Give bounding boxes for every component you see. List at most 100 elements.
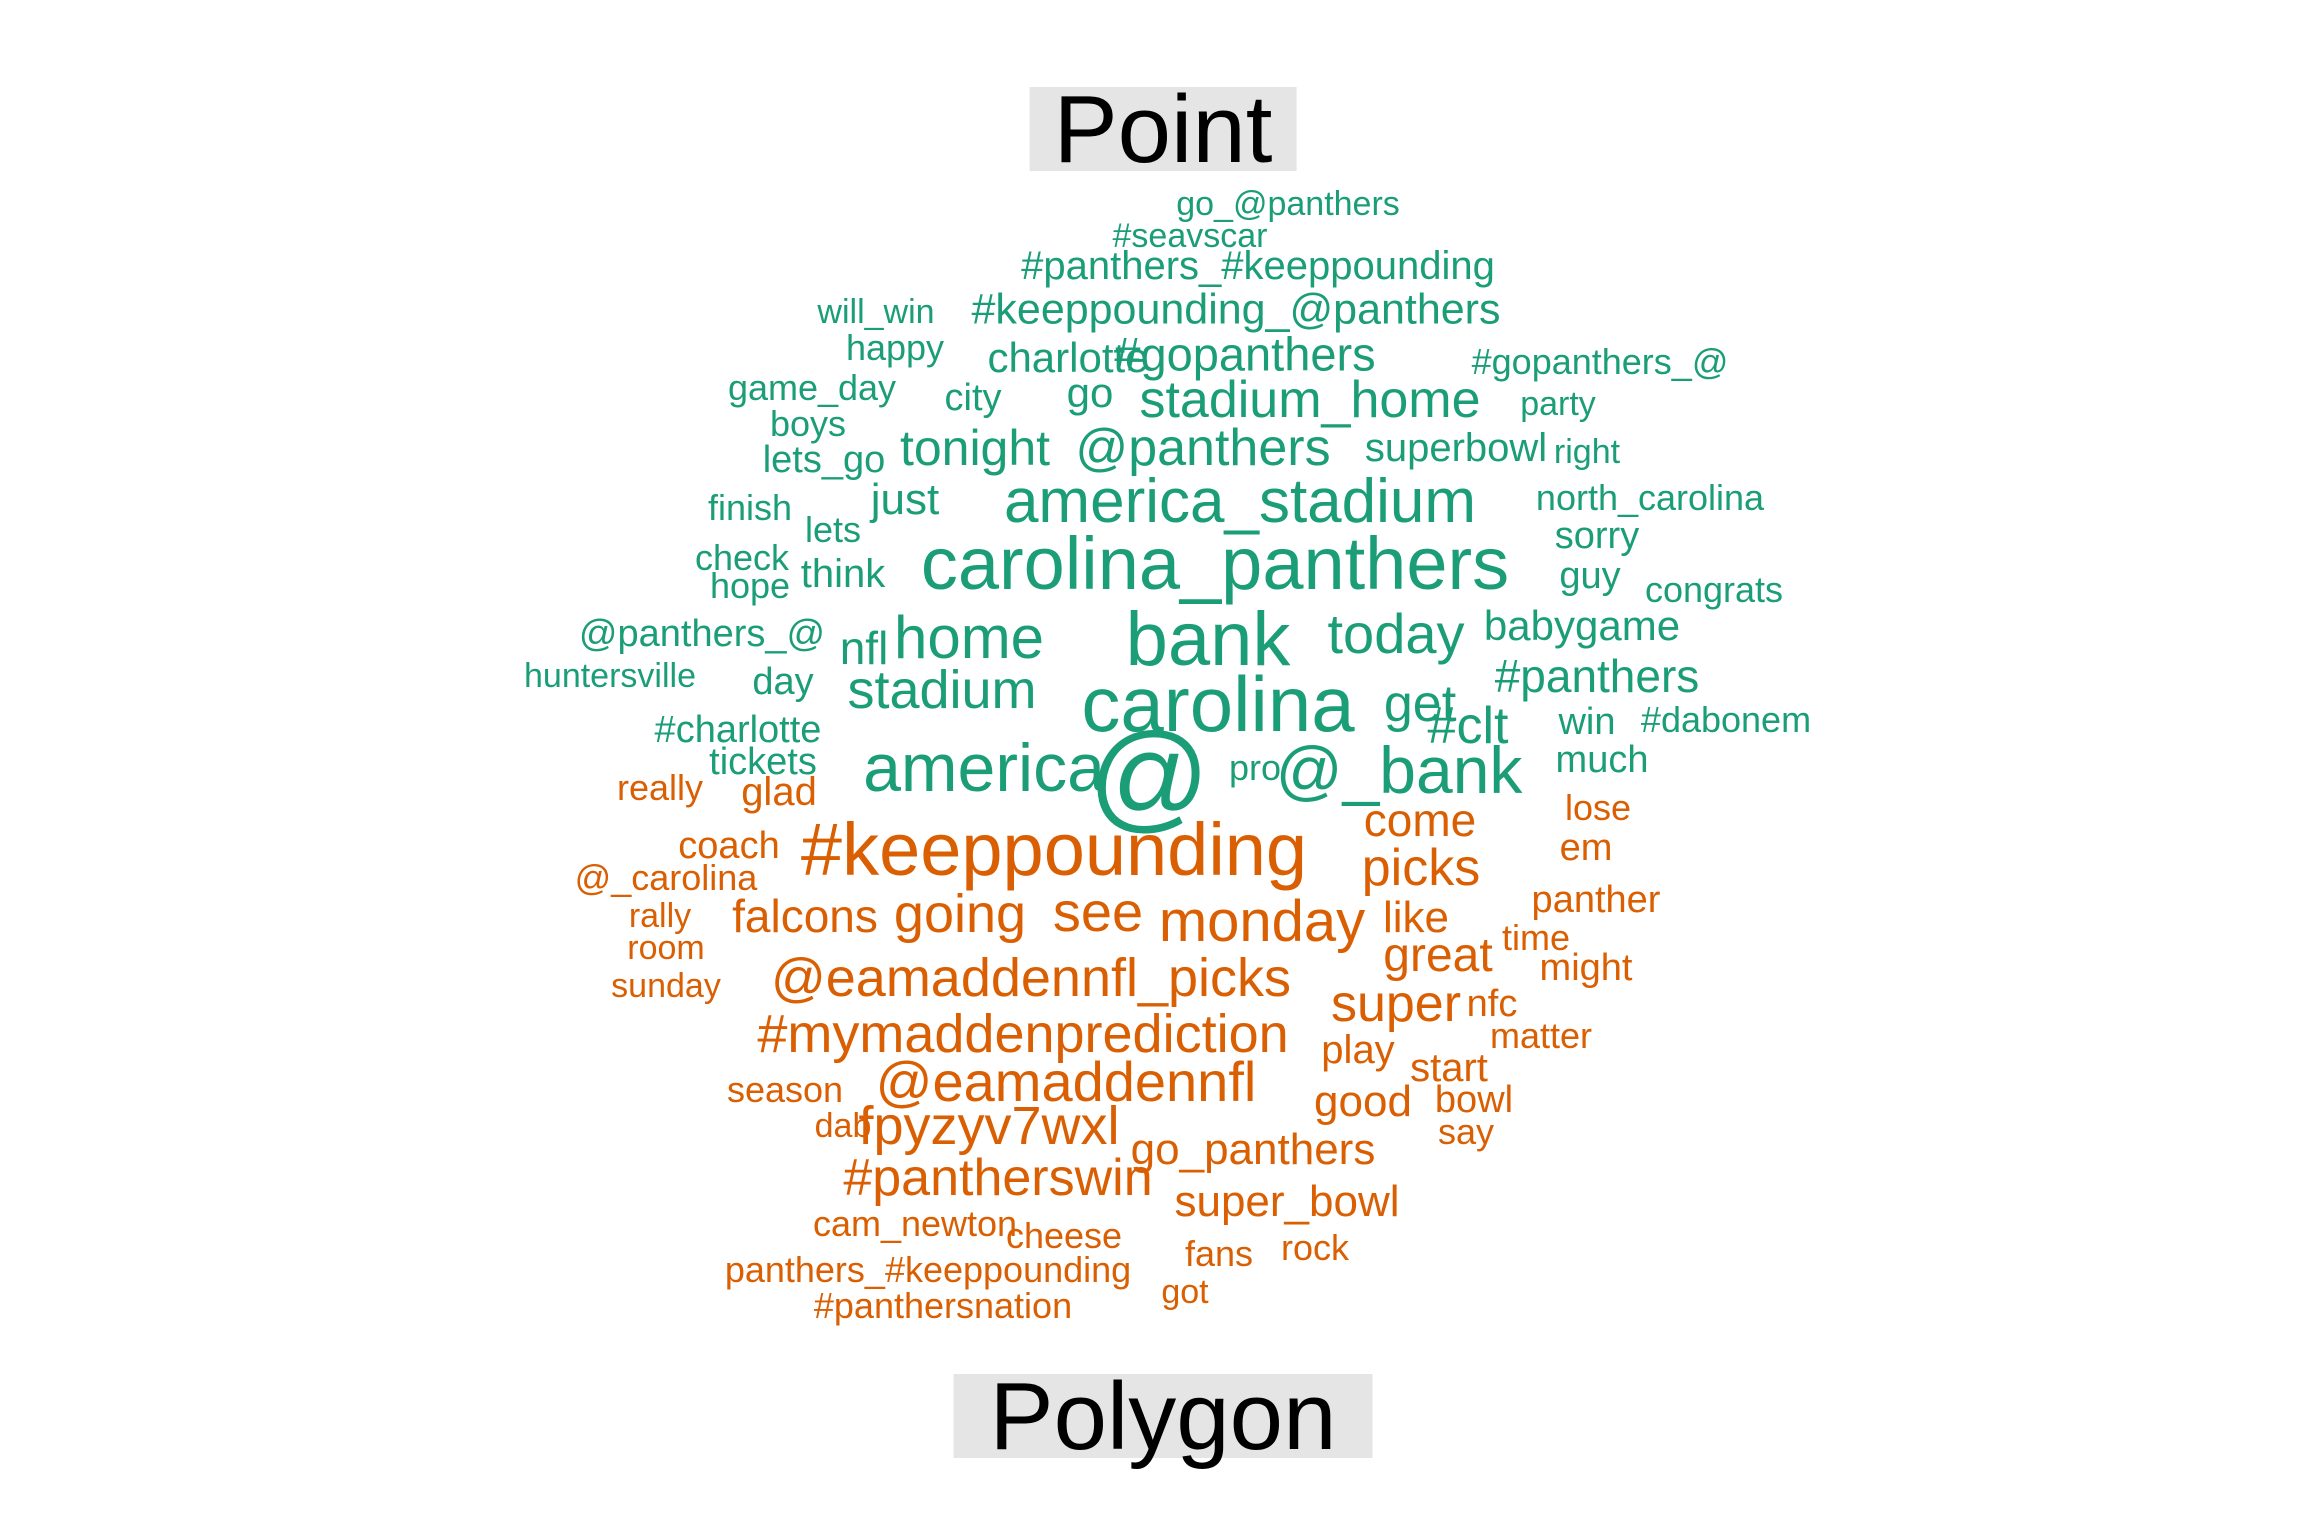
word-polygon-coach: coach	[678, 825, 780, 867]
word-polygon-sunday: sunday	[611, 967, 721, 1005]
word-polygon-season: season	[726, 1069, 844, 1110]
word-polygon-like: like	[1382, 893, 1450, 942]
word-point-clt: #clt	[1427, 697, 1509, 755]
word-point-at-sign: @	[1088, 709, 1210, 843]
word-polygon-glad: glad	[741, 770, 817, 814]
word-point-will-win: will_win	[817, 293, 935, 331]
word-polygon-rally: rally	[628, 897, 692, 935]
word-point-gopanthers: #gopanthers	[1114, 327, 1376, 381]
word-point-go-panthers: go_@panthers	[1176, 185, 1400, 223]
word-polygon-cam-newton: cam_newton	[812, 1203, 1018, 1244]
word-point-dabonem: #dabonem	[1640, 699, 1812, 740]
word-point-panthers: @panthers	[1075, 419, 1331, 477]
word-point-bank: @_bank	[1275, 733, 1523, 807]
word-polygon-cheese: cheese	[1005, 1215, 1123, 1256]
word-point-superbowl: superbowl	[1364, 426, 1548, 470]
word-point-america: america	[863, 730, 1105, 806]
word-point-just: just	[870, 475, 940, 524]
word-point-sorry: sorry	[1554, 515, 1640, 557]
word-point-go: go	[1066, 369, 1114, 416]
word-polygon-say: say	[1437, 1111, 1495, 1152]
word-point-stadium: stadium	[847, 660, 1037, 720]
word-polygon-fpyzyv7wxl: fpyzyv7wxl	[858, 1096, 1120, 1156]
group-label-point: Point	[1029, 82, 1297, 178]
word-polygon-eamaddennfl: @eamaddennfl	[875, 1050, 1257, 1113]
word-point-happy: happy	[845, 327, 945, 368]
word-polygon-got: got	[1161, 1273, 1209, 1311]
word-polygon-matter: matter	[1489, 1015, 1593, 1056]
word-point-lets-go: lets_go	[762, 439, 886, 481]
word-polygon-see: see	[1052, 880, 1144, 943]
word-point-keeppounding-panthers: #keeppounding_@panthers	[971, 285, 1501, 334]
word-point-charlotte: #charlotte	[654, 709, 822, 751]
word-polygon-might: might	[1539, 947, 1633, 989]
word-point-game-day: game_day	[727, 367, 897, 408]
word-point-nfl: nfl	[839, 622, 889, 674]
word-polygon-nfc: nfc	[1466, 983, 1518, 1025]
word-point-lets: lets	[804, 509, 862, 550]
word-point-today: today	[1327, 602, 1465, 665]
word-point-panthers: @panthers_@	[578, 613, 826, 655]
word-point-think: think	[800, 552, 886, 596]
word-point-city: city	[944, 377, 1002, 419]
word-polygon-mymaddenprediction: #mymaddenprediction	[757, 1004, 1289, 1064]
word-point-bank: bank	[1125, 597, 1291, 682]
word-point-charlotte: charlotte	[987, 334, 1149, 381]
word-polygon-room: room	[627, 929, 705, 967]
word-polygon-monday: monday	[1158, 889, 1366, 954]
word-point-america-stadium: america_stadium	[1003, 467, 1477, 536]
word-point-congrats: congrats	[1644, 569, 1784, 610]
word-polygon-bowl: bowl	[1434, 1079, 1514, 1121]
word-polygon-panther: panther	[1531, 879, 1661, 921]
word-polygon-falcons: falcons	[732, 890, 878, 942]
word-polygon-play: play	[1321, 1028, 1395, 1072]
word-polygon-super: super	[1330, 975, 1462, 1033]
word-point-boys: boys	[769, 403, 847, 444]
word-point-tickets: tickets	[709, 741, 817, 783]
word-polygon-em: em	[1559, 827, 1613, 869]
word-polygon-start: start	[1410, 1046, 1488, 1090]
word-point-win: win	[1558, 701, 1616, 743]
word-polygon-eamaddennfl-picks: @eamaddennfl_picks	[770, 948, 1292, 1008]
word-polygon-keeppounding: #keeppounding	[800, 808, 1308, 891]
word-polygon-rock: rock	[1280, 1227, 1350, 1268]
word-polygon-time: time	[1501, 917, 1571, 958]
word-polygon-dab: dab	[814, 1107, 872, 1145]
word-point-party: party	[1520, 385, 1596, 423]
word-point-carolina: carolina	[1081, 660, 1355, 748]
word-polygon-going: going	[893, 884, 1027, 944]
word-polygon-come: come	[1363, 794, 1477, 846]
word-point-pro: pro	[1228, 747, 1282, 788]
word-point-much: much	[1555, 739, 1649, 781]
word-point-tonight: tonight	[899, 420, 1051, 476]
word-polygon-picks: picks	[1361, 839, 1481, 897]
word-point-gopanthers: #gopanthers_@	[1471, 341, 1729, 382]
word-polygon-great: great	[1383, 929, 1493, 982]
word-polygon-good: good	[1314, 1077, 1412, 1126]
word-point-home: home	[893, 604, 1045, 671]
word-point-seavscar: #seavscar	[1112, 217, 1268, 255]
word-point-panthers-keeppounding: #panthers_#keeppounding	[1021, 244, 1495, 288]
word-point-huntersville: huntersville	[524, 657, 696, 695]
word-point-guy: guy	[1559, 555, 1621, 597]
word-polygon-lose: lose	[1564, 787, 1632, 828]
word-point-panthers: #panthers	[1494, 650, 1700, 702]
word-polygon-panthers-keeppounding: panthers_#keeppounding	[724, 1249, 1132, 1290]
word-polygon-panthersnation: #panthersnation	[813, 1285, 1073, 1326]
word-point-get: get	[1383, 675, 1457, 733]
word-point-check: check	[694, 537, 790, 578]
word-polygon-super-bowl: super_bowl	[1174, 1177, 1400, 1226]
word-point-day: day	[752, 661, 814, 703]
word-polygon-really: really	[616, 767, 704, 808]
word-point-north-carolina: north_carolina	[1535, 477, 1765, 518]
word-polygon-pantherswin: #pantherswin	[843, 1149, 1153, 1207]
word-point-carolina-panthers: carolina_panthers	[920, 522, 1510, 605]
word-point-finish: finish	[707, 487, 793, 528]
word-point-babygame: babygame	[1483, 602, 1681, 649]
group-label-polygon: Polygon	[953, 1369, 1373, 1465]
word-point-right: right	[1553, 433, 1621, 471]
word-polygon-fans: fans	[1184, 1233, 1254, 1274]
word-point-hope: hope	[709, 565, 791, 606]
word-polygon-go-panthers: go_panthers	[1130, 1125, 1376, 1174]
